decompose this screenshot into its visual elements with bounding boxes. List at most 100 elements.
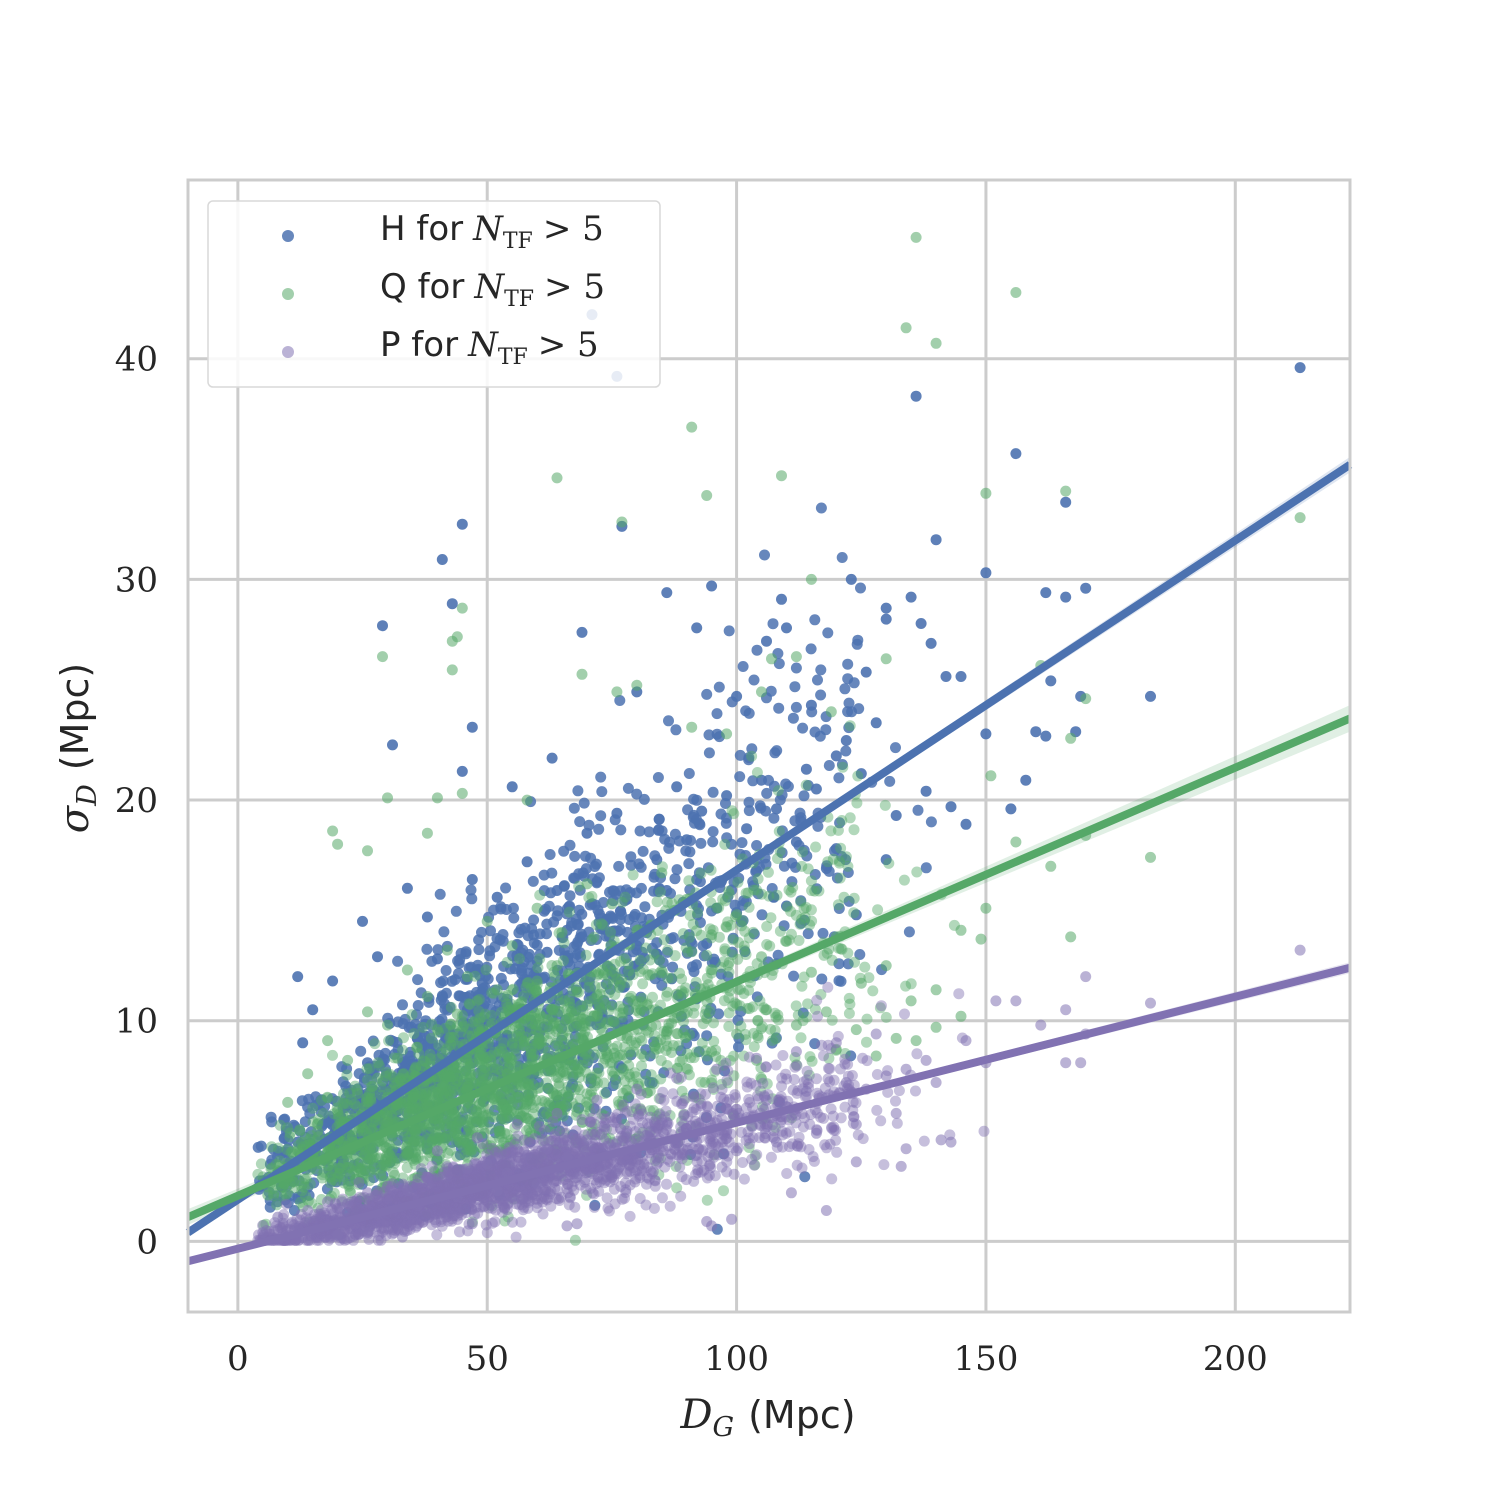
scatter-point xyxy=(446,664,458,676)
scatter-point xyxy=(372,1072,383,1084)
scatter-point xyxy=(480,1110,492,1121)
scatter-point xyxy=(925,816,937,828)
scatter-point xyxy=(392,1076,404,1087)
scatter-point xyxy=(669,950,681,962)
scatter-point xyxy=(634,825,646,837)
scatter-point xyxy=(648,1036,660,1048)
scatter-point xyxy=(930,1021,942,1033)
scatter-point xyxy=(840,745,852,757)
scatter-point xyxy=(751,644,763,656)
scatter-point xyxy=(627,869,639,881)
scatter-point xyxy=(761,787,773,799)
scatter-point xyxy=(721,790,733,802)
scatter-point xyxy=(748,674,760,686)
scatter-point xyxy=(266,1141,277,1153)
scatter-point xyxy=(687,918,699,930)
scatter-point xyxy=(975,933,987,945)
scatter-point xyxy=(576,626,588,638)
scatter-point xyxy=(805,966,817,978)
scatter-point xyxy=(621,1084,633,1096)
scatter-point xyxy=(316,1172,328,1184)
scatter-point xyxy=(400,1148,412,1160)
scatter-point xyxy=(616,516,628,528)
scatter-point xyxy=(851,797,863,809)
scatter-point xyxy=(445,1019,457,1031)
scatter-point xyxy=(880,1011,892,1023)
scatter-point xyxy=(337,1159,349,1171)
scatter-point xyxy=(655,1073,667,1085)
scatter-point xyxy=(643,826,655,838)
scatter-point xyxy=(406,1009,418,1021)
scatter-point xyxy=(368,1161,380,1173)
scatter-point xyxy=(635,991,647,1003)
scatter-point xyxy=(839,683,851,695)
scatter-point xyxy=(527,875,539,887)
scatter-point xyxy=(842,658,854,670)
scatter-point xyxy=(833,903,845,914)
scatter-point xyxy=(380,1063,391,1075)
scatter-point xyxy=(781,622,792,634)
scatter-point xyxy=(831,1146,843,1158)
scatter-point xyxy=(280,1146,292,1158)
scatter-point xyxy=(746,743,758,755)
scatter-point xyxy=(569,850,581,862)
scatter-point xyxy=(655,1055,667,1066)
scatter-point xyxy=(878,1159,890,1171)
scatter-point xyxy=(1065,931,1077,943)
scatter-point xyxy=(456,765,468,777)
scatter-point xyxy=(670,724,682,736)
scatter-point xyxy=(844,998,856,1010)
scatter-point xyxy=(470,1105,482,1117)
scatter-point xyxy=(731,690,743,702)
scatter-point xyxy=(743,1003,755,1015)
scatter-point xyxy=(354,1175,366,1187)
scatter-point xyxy=(795,895,807,907)
scatter-point xyxy=(634,954,646,966)
scatter-point xyxy=(282,1096,294,1108)
scatter-point xyxy=(805,573,817,585)
scatter-point xyxy=(955,1010,967,1022)
scatter-point xyxy=(799,1171,811,1183)
scatter-point xyxy=(451,1008,463,1020)
scatter-point xyxy=(1020,774,1032,786)
scatter-point xyxy=(517,1077,529,1089)
scatter-point xyxy=(548,1018,559,1029)
scatter-point xyxy=(569,1234,581,1246)
scatter-point xyxy=(296,1095,308,1107)
scatter-point xyxy=(838,891,850,903)
scatter-point xyxy=(377,1170,389,1181)
scatter-point xyxy=(669,873,681,885)
scatter-point xyxy=(362,1006,373,1018)
scatter-point xyxy=(507,902,519,914)
scatter-point xyxy=(344,1169,356,1181)
scatter-point xyxy=(392,1016,404,1028)
scatter-point xyxy=(810,783,822,795)
scatter-point xyxy=(1080,693,1092,705)
scatter-point xyxy=(637,978,649,990)
scatter-point xyxy=(676,973,688,985)
scatter-point xyxy=(410,1125,422,1137)
scatter-point xyxy=(466,893,478,905)
scatter-point xyxy=(1145,851,1156,863)
scatter-point xyxy=(719,895,731,907)
scatter-point xyxy=(551,472,563,484)
scatter-point xyxy=(331,1176,342,1188)
scatter-point xyxy=(702,862,714,874)
scatter-point xyxy=(955,671,967,682)
scatter-point xyxy=(662,972,674,984)
scatter-point xyxy=(608,1052,620,1064)
scatter-point xyxy=(688,966,700,978)
scatter-point xyxy=(567,1097,578,1109)
scatter-point xyxy=(768,812,780,824)
scatter-point xyxy=(762,866,774,878)
scatter-point xyxy=(606,1000,618,1012)
scatter-point xyxy=(581,1101,593,1113)
scatter-point xyxy=(619,891,631,903)
scatter-point xyxy=(686,945,698,957)
scatter-point xyxy=(639,901,651,913)
scatter-point xyxy=(431,1024,443,1036)
scatter-point xyxy=(840,735,852,746)
scatter-point xyxy=(953,988,965,1000)
scatter-point xyxy=(574,1015,586,1027)
scatter-point xyxy=(611,1040,623,1052)
